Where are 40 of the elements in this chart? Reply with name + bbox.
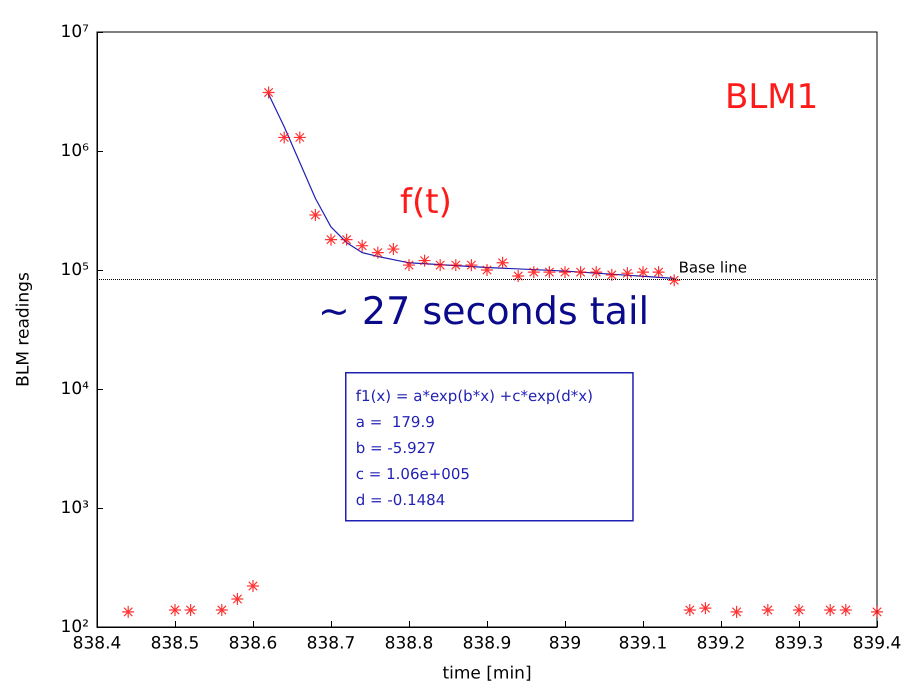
y-axis-title: BLM readings (14, 272, 34, 387)
x-tick-label: 838.9 (462, 634, 512, 654)
x-axis-title: time [min] (442, 664, 532, 684)
annotation: ~ 27 seconds tail (318, 289, 650, 333)
point (216, 604, 228, 616)
ref-line-label: Base line (678, 258, 747, 277)
y-tick-label: 10⁶ (60, 141, 90, 161)
x-tick-label: 839.4 (852, 634, 902, 654)
annotation: BLM1 (725, 77, 818, 117)
y-tick-label: 10³ (60, 498, 89, 518)
point (372, 246, 384, 259)
x-tick-label: 838.7 (306, 634, 356, 654)
annotation: f1(x) = a*exp(b*x) +c*exp(d*x) a = 179.9 b = -5.927 c = 1.06e+005 d = -0.1484 (356, 386, 593, 509)
x-tick-label: 839.3 (774, 634, 824, 654)
point (356, 240, 368, 252)
point (122, 606, 134, 618)
point (434, 259, 446, 272)
point (294, 131, 306, 144)
point (824, 604, 836, 616)
point (528, 266, 540, 278)
x-tick-label: 838.8 (384, 634, 434, 654)
y-tick-label: 10⁵ (60, 260, 89, 280)
point (496, 256, 509, 269)
point (684, 604, 696, 616)
point (762, 604, 774, 616)
x-tick-label: 838.5 (150, 634, 200, 654)
x-tick-label: 839 (548, 634, 582, 654)
x-tick-label: 839.1 (618, 634, 668, 654)
point (450, 259, 462, 272)
y-tick-label: 10⁴ (60, 379, 90, 399)
point (699, 602, 712, 614)
y-tick-label: 10⁷ (60, 22, 90, 42)
point (590, 266, 602, 278)
x-tick-label: 839.2 (696, 634, 746, 654)
point (840, 604, 852, 616)
point (278, 131, 290, 144)
point (512, 270, 524, 282)
x-tick-label: 838.6 (228, 634, 278, 654)
point (621, 267, 634, 280)
annotation: f(t) (400, 182, 452, 222)
